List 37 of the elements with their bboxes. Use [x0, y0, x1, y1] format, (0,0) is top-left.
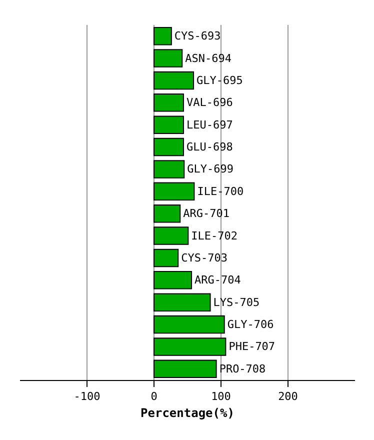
y-tick-label: GLY-699 [187, 162, 234, 176]
x-tick-label: 100 [211, 390, 231, 404]
y-tick-label: PRO-708 [219, 362, 266, 376]
x-tick-label: -100 [74, 390, 100, 404]
y-tick-label: ASN-694 [185, 52, 232, 65]
y-tick-label: GLU-698 [186, 140, 233, 154]
x-tick-label: 0 [150, 390, 158, 404]
x-axis-title: Percentage(%) [140, 406, 234, 420]
bar [154, 94, 184, 112]
y-tick-label: CYS-703 [181, 251, 228, 264]
bar [154, 160, 185, 178]
bar [154, 49, 183, 68]
y-tick-label: LYS-705 [213, 296, 260, 309]
bar [154, 138, 184, 156]
y-tick-label: LEU-697 [186, 118, 233, 132]
bar [154, 71, 194, 90]
bar [154, 248, 179, 268]
bar [154, 204, 181, 223]
x-tick-label: 200 [278, 390, 298, 404]
bar [154, 338, 226, 356]
y-tick-label: ILE-702 [191, 229, 238, 242]
bar [154, 116, 184, 134]
bar [154, 360, 217, 378]
y-tick-label: ILE-700 [197, 184, 244, 198]
y-tick-label: VAL-696 [186, 96, 233, 110]
bar [154, 226, 189, 245]
bar [154, 315, 225, 334]
y-tick-label: CYS-693 [174, 30, 221, 43]
bar [154, 182, 195, 201]
bar [154, 26, 172, 46]
y-tick-label: PHE-707 [228, 340, 276, 354]
y-tick-label: ARG-701 [183, 207, 230, 220]
bar [154, 271, 192, 290]
y-tick-label: GLY-695 [196, 74, 243, 87]
y-tick-label: ARG-704 [194, 274, 242, 287]
bar [154, 293, 211, 312]
y-tick-label: GLY-706 [227, 318, 274, 332]
